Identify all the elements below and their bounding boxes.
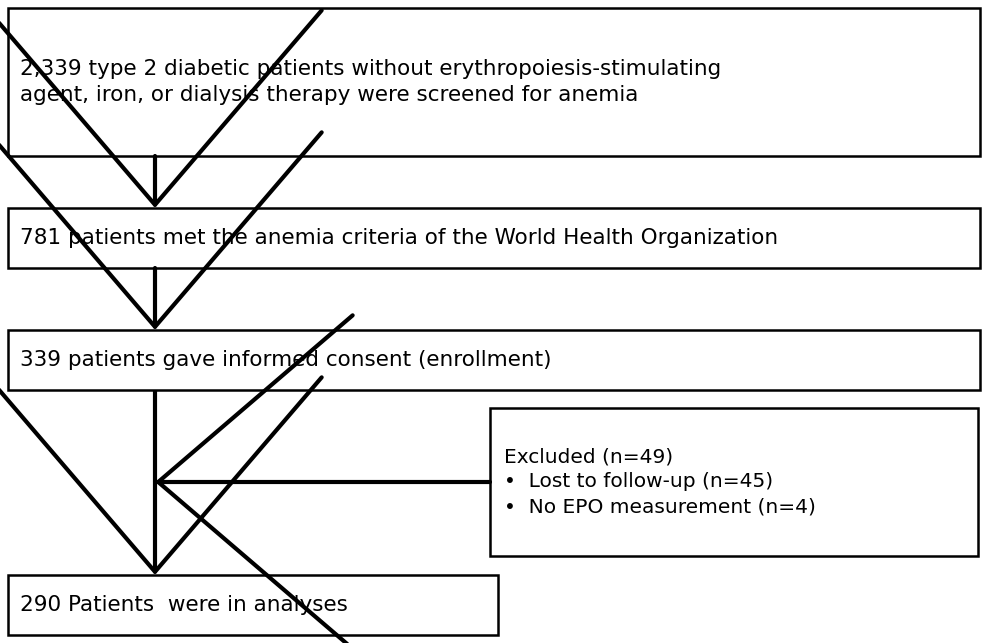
Text: 781 patients met the anemia criteria of the World Health Organization: 781 patients met the anemia criteria of … [20,228,777,248]
Bar [8,330,979,390]
Bar [8,208,979,268]
Bar [8,8,979,156]
Bar [489,408,977,556]
Text: Excluded (n=49)
•  Lost to follow-up (n=45)
•  No EPO measurement (n=4): Excluded (n=49) • Lost to follow-up (n=4… [504,448,815,516]
Text: 339 patients gave informed consent (enrollment): 339 patients gave informed consent (enro… [20,350,551,370]
Text: 290 Patients  were in analyses: 290 Patients were in analyses [20,595,348,615]
Bar [8,575,498,635]
Text: 2,339 type 2 diabetic patients without erythropoiesis-stimulating
agent, iron, o: 2,339 type 2 diabetic patients without e… [20,59,721,105]
